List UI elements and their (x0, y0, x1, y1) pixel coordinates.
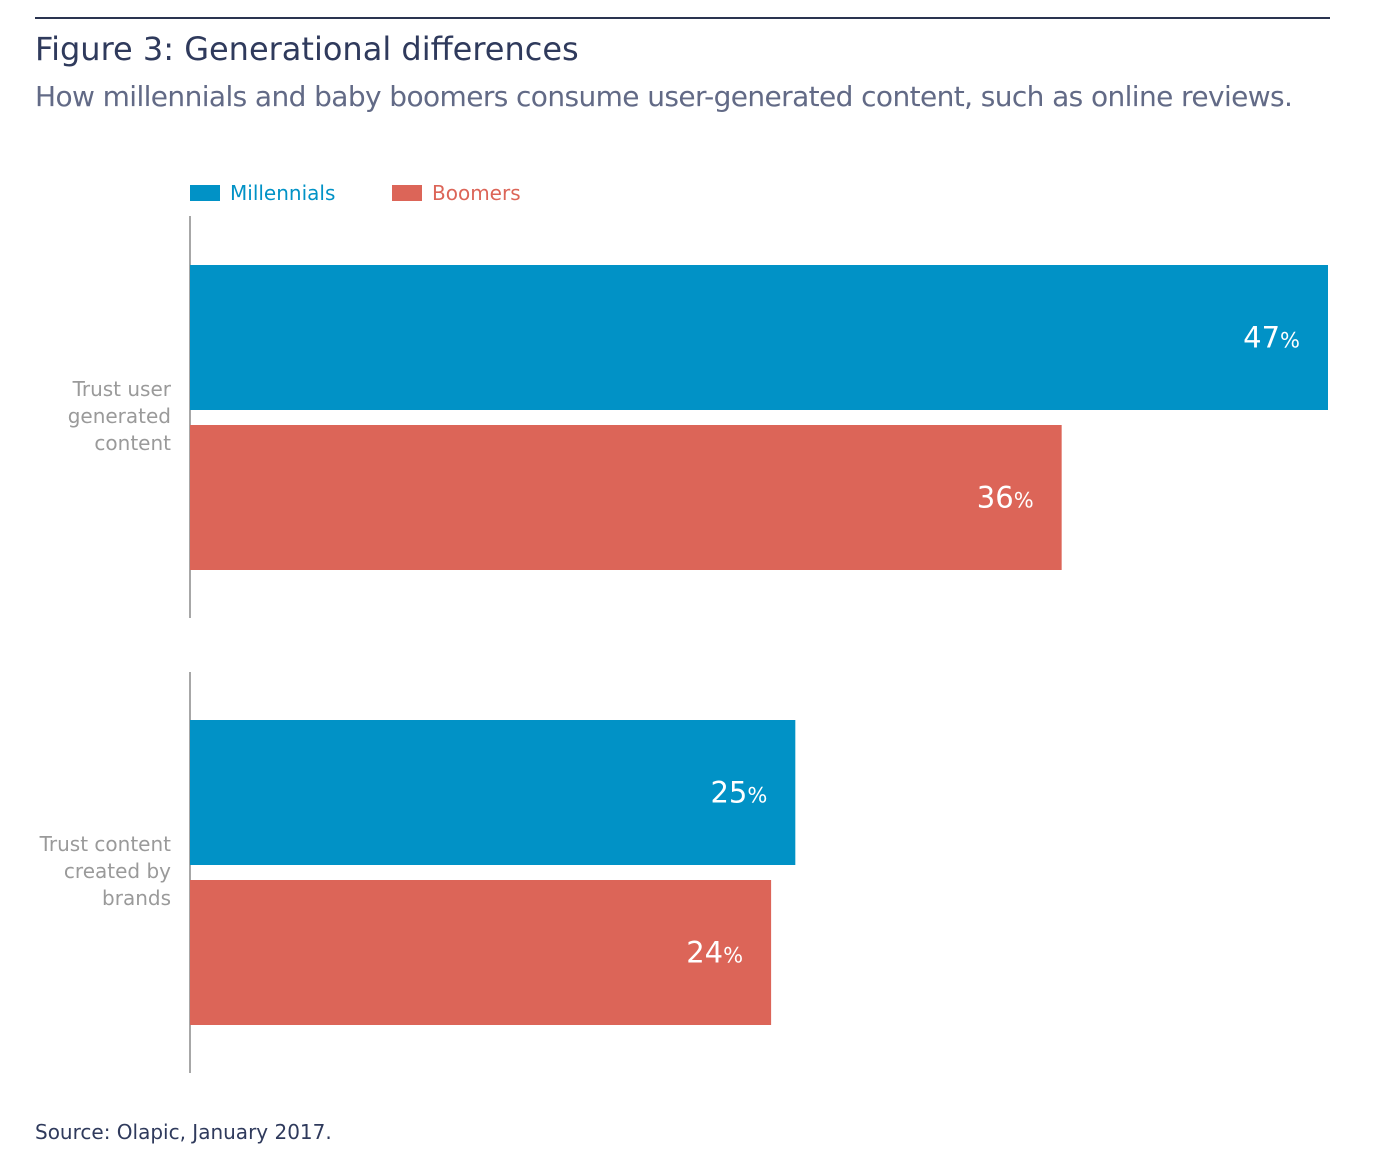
legend-label-millennials: Millennials (230, 181, 336, 205)
data-label-boomers-2: 24% (686, 936, 743, 970)
legend-swatch-millennials (190, 185, 220, 201)
bar-millennials-2 (190, 720, 796, 865)
source-note: Source: Olapic, January 2017. (35, 1120, 332, 1144)
figure-subtitle: How millennials and baby boomers consume… (35, 80, 1293, 113)
category-label-brands: Trust content created by brands (39, 832, 171, 910)
legend-label-boomers: Boomers (432, 181, 521, 205)
legend-item-boomers: Boomers (392, 180, 521, 206)
data-label-millennials-2: 25% (710, 776, 767, 810)
bar-boomers-1 (190, 425, 1062, 570)
bar-millennials-1 (190, 265, 1328, 410)
data-label-millennials-1: 47% (1243, 321, 1300, 355)
bar-boomers-2 (190, 880, 772, 1025)
top-rule (35, 17, 1330, 19)
category-label-user-generated: Trust user generated content (67, 377, 171, 455)
legend-swatch-boomers (392, 185, 422, 201)
legend-item-millennials: Millennials (190, 180, 335, 206)
data-label-boomers-1: 36% (977, 481, 1034, 515)
figure-title: Figure 3: Generational differences (35, 30, 579, 68)
